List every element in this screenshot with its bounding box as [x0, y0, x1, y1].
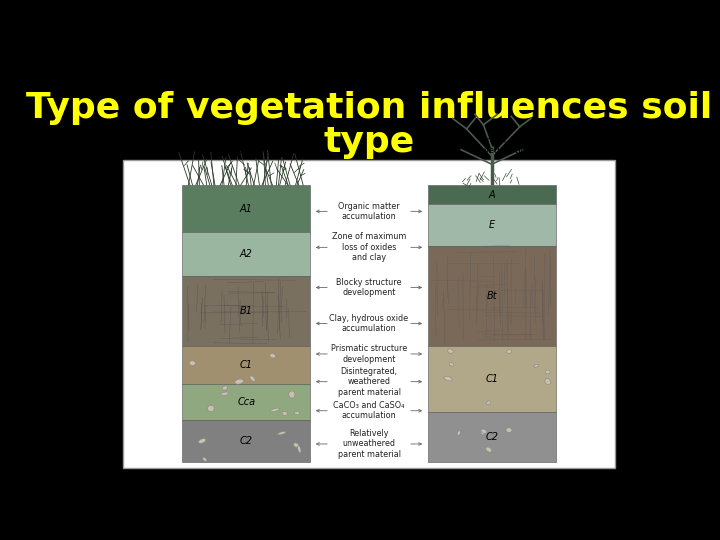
Text: A: A — [488, 190, 495, 200]
Ellipse shape — [294, 443, 299, 447]
Text: Prismatic structure
development: Prismatic structure development — [331, 345, 407, 363]
Bar — [428, 205, 556, 246]
Text: Zone of maximum
loss of oxides
and clay: Zone of maximum loss of oxides and clay — [332, 232, 406, 262]
Ellipse shape — [189, 361, 196, 366]
Text: Clay, hydrous oxide
accumulation: Clay, hydrous oxide accumulation — [330, 314, 408, 333]
Text: Bt: Bt — [487, 291, 497, 301]
Ellipse shape — [534, 364, 539, 367]
Bar — [428, 412, 556, 462]
Ellipse shape — [203, 457, 207, 461]
Ellipse shape — [486, 447, 492, 452]
Ellipse shape — [481, 429, 487, 434]
Ellipse shape — [271, 408, 279, 412]
Bar — [182, 232, 310, 276]
Ellipse shape — [278, 431, 286, 435]
Ellipse shape — [481, 429, 486, 435]
Bar — [182, 384, 310, 421]
Text: CaCO₃ and CaSO₄
accumulation: CaCO₃ and CaSO₄ accumulation — [333, 401, 405, 421]
Bar — [182, 346, 310, 384]
Ellipse shape — [207, 405, 214, 412]
Text: Organic matter
accumulation: Organic matter accumulation — [338, 201, 400, 221]
Ellipse shape — [221, 392, 229, 395]
Ellipse shape — [289, 391, 295, 398]
Text: Under grassland
vegetation: Under grassland vegetation — [210, 136, 283, 155]
Text: Under forest
vegetation: Under forest vegetation — [480, 136, 536, 155]
Text: C2: C2 — [485, 432, 498, 442]
Bar — [124, 160, 615, 468]
Text: Disintegrated,
weathered
parent material: Disintegrated, weathered parent material — [338, 367, 400, 396]
Ellipse shape — [250, 376, 255, 381]
Ellipse shape — [457, 431, 461, 435]
Ellipse shape — [235, 379, 243, 384]
Text: C1: C1 — [485, 374, 498, 384]
Ellipse shape — [199, 438, 206, 443]
Ellipse shape — [448, 349, 453, 353]
Ellipse shape — [294, 411, 300, 415]
Text: A1: A1 — [240, 204, 253, 214]
Text: Relatively
unweathered
parent material: Relatively unweathered parent material — [338, 429, 400, 459]
Ellipse shape — [507, 349, 511, 353]
Text: A2: A2 — [240, 249, 253, 259]
Ellipse shape — [506, 428, 512, 433]
Text: C2: C2 — [240, 436, 253, 446]
Text: C1: C1 — [240, 360, 253, 370]
Text: type: type — [323, 125, 415, 159]
Ellipse shape — [282, 411, 287, 415]
Text: Cca: Cca — [237, 397, 256, 408]
Ellipse shape — [545, 370, 550, 374]
Bar — [428, 246, 556, 346]
Ellipse shape — [444, 376, 452, 381]
Bar — [182, 276, 310, 346]
Ellipse shape — [487, 401, 491, 404]
Bar — [428, 346, 556, 412]
Ellipse shape — [545, 378, 551, 384]
Text: Type of vegetation influences soil: Type of vegetation influences soil — [26, 91, 712, 125]
Ellipse shape — [222, 386, 228, 390]
Bar — [428, 185, 556, 205]
Text: Blocky structure
development: Blocky structure development — [336, 278, 402, 297]
Bar — [182, 185, 310, 232]
Ellipse shape — [270, 354, 276, 358]
Ellipse shape — [449, 362, 454, 366]
Text: E: E — [489, 220, 495, 230]
Bar — [182, 421, 310, 462]
Text: B1: B1 — [240, 306, 253, 316]
Ellipse shape — [297, 446, 301, 453]
